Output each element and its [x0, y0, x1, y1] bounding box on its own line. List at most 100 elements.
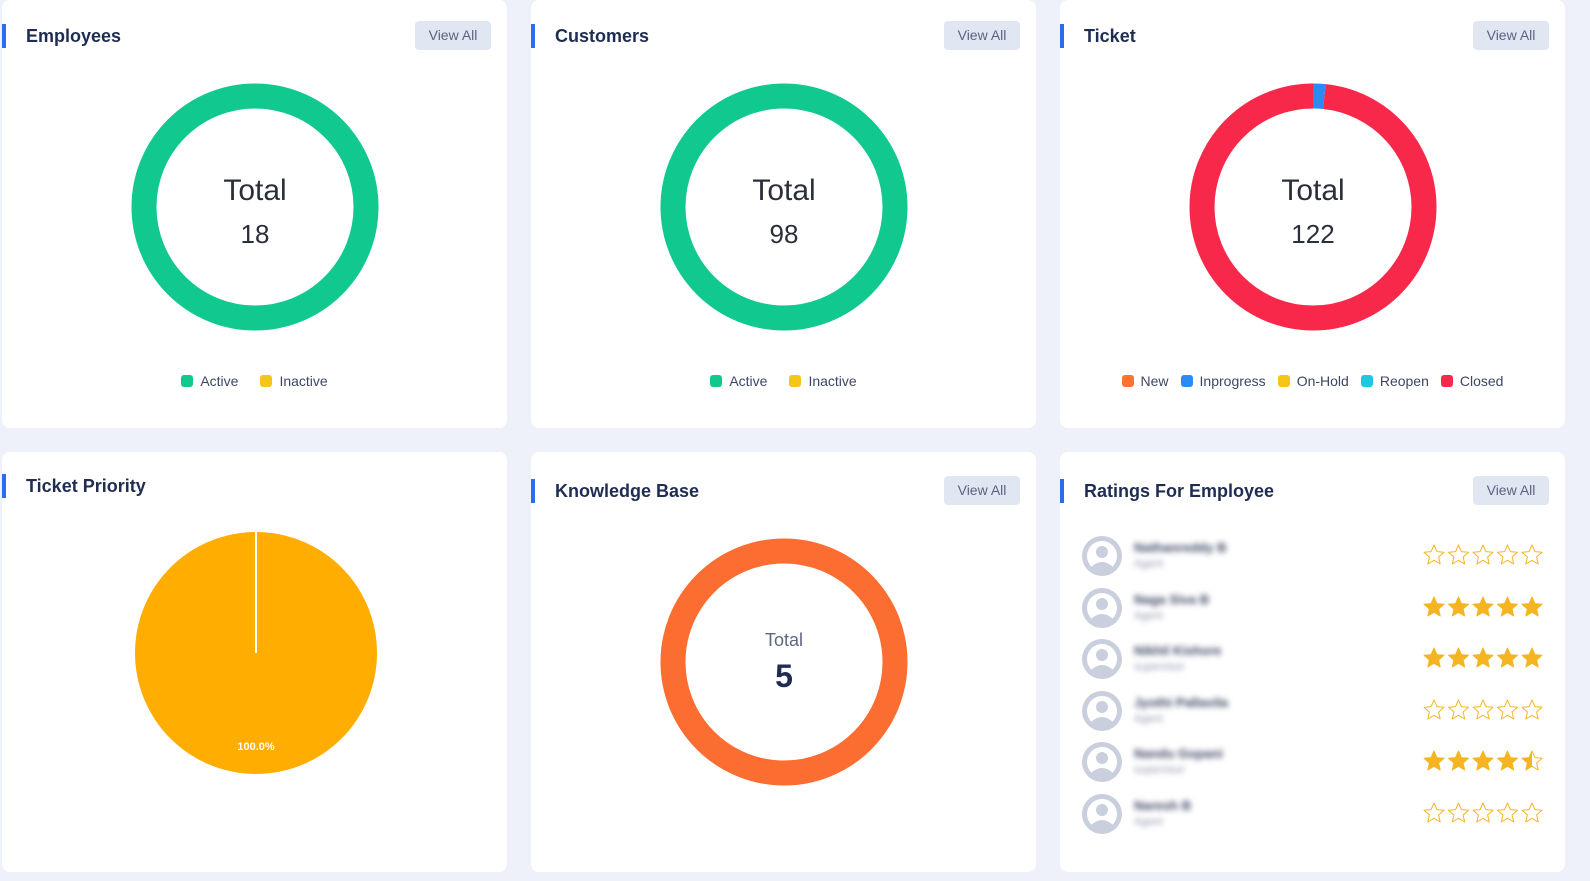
star-icon: [1423, 802, 1445, 822]
star-icon: [1423, 647, 1445, 668]
star-icon: [1472, 750, 1494, 771]
onhold-swatch: [1277, 375, 1290, 387]
star-icon: [1423, 699, 1445, 719]
customers-card: Customers View All Total 98 Active Inact…: [531, 0, 1036, 428]
rating-row[interactable]: Nathanreddy B Agent: [1082, 534, 1544, 578]
star-icon: [1472, 802, 1494, 822]
legend-new[interactable]: New: [1121, 373, 1169, 389]
employee-name: Nandu Gopani: [1134, 746, 1223, 761]
ticket-legend: New Inprogress On-Hold Reopen Closed: [1060, 373, 1565, 389]
customers-legend: Active Inactive: [531, 373, 1036, 389]
active-swatch: [710, 375, 723, 387]
ratings-card: Ratings For Employee View All Nathanredd…: [1060, 452, 1565, 872]
legend-closed[interactable]: Closed: [1440, 373, 1503, 389]
avatar: [1082, 690, 1122, 731]
star-icon: [1521, 596, 1543, 616]
legend-inactive[interactable]: Inactive: [260, 373, 328, 389]
star-icon: [1448, 802, 1469, 822]
legend-inprogress-label: Inprogress: [1199, 373, 1266, 389]
employees-view-all-button[interactable]: View All: [415, 21, 491, 50]
star-icon: [1423, 544, 1445, 565]
rating-row[interactable]: Naresh B Agent: [1082, 792, 1544, 836]
star-icon: [1472, 699, 1494, 719]
ratings-title: Ratings For Employee: [1060, 479, 1274, 503]
customers-view-all-button[interactable]: View All: [944, 21, 1020, 50]
legend-active-label: Active: [729, 373, 768, 389]
inactive-swatch: [260, 375, 273, 387]
legend-inactive[interactable]: Inactive: [789, 373, 857, 389]
ticket-priority-card: Ticket Priority 100.0%: [2, 452, 507, 872]
avatar: [1082, 793, 1122, 834]
star-icon: [1497, 699, 1518, 719]
kb-total-value: 5: [775, 658, 793, 694]
star-rating: [1423, 596, 1543, 616]
ticket-view-all-button[interactable]: View All: [1473, 21, 1549, 50]
employees-donut-chart: [131, 83, 379, 331]
star-icon: [1497, 750, 1518, 771]
reopen-swatch: [1360, 375, 1373, 387]
employee-role: Agent: [1134, 558, 1163, 570]
customers-total-value: 98: [769, 219, 799, 249]
avatar: [1082, 587, 1122, 628]
employee-role: Agent: [1134, 712, 1163, 725]
kb-total-label: Total: [764, 630, 804, 650]
closed-swatch: [1440, 375, 1453, 387]
legend-inactive-label: Inactive: [279, 373, 328, 389]
employee-role: Agent: [1134, 609, 1163, 622]
legend-new-label: New: [1140, 373, 1169, 389]
legend-active-label: Active: [200, 373, 239, 389]
employees-title: Employees: [2, 24, 121, 48]
legend-active[interactable]: Active: [710, 373, 767, 389]
employees-active-arc: [131, 83, 379, 331]
star-icon: [1472, 647, 1494, 668]
customers-total-label: Total: [752, 174, 816, 207]
ticket-priority-pie-chart: 100.0%: [135, 532, 377, 774]
ticket-closed-arc: [1189, 83, 1437, 331]
star-icon: [1448, 647, 1469, 668]
star-rating: [1423, 750, 1543, 771]
rating-row[interactable]: Naga Siva B Agent: [1082, 586, 1544, 630]
star-icon: [1448, 750, 1469, 771]
star-icon: [1472, 596, 1494, 616]
customers-donut-chart: [660, 83, 908, 331]
inprogress-swatch: [1180, 375, 1193, 387]
star-icon: [1521, 699, 1543, 719]
star-icon: [1521, 802, 1543, 822]
legend-onhold-label: On-Hold: [1296, 373, 1349, 389]
star-icon: [1423, 596, 1445, 616]
star-icon: [1497, 647, 1518, 668]
legend-inprogress[interactable]: Inprogress: [1180, 373, 1266, 389]
rating-row[interactable]: Jyothi Pallavila Agent: [1082, 689, 1544, 733]
star-icon: [1448, 544, 1469, 565]
ticket-title: Ticket: [1060, 24, 1136, 48]
customers-active-arc: [660, 83, 908, 331]
star-icon: [1448, 596, 1469, 616]
rating-row[interactable]: Nandu Gopani supervisor: [1082, 740, 1544, 784]
legend-reopen-label: Reopen: [1379, 373, 1429, 389]
rating-row[interactable]: Nikhil Kishore supervisor: [1082, 637, 1544, 681]
star-rating: [1423, 647, 1543, 668]
active-swatch: [181, 375, 194, 387]
knowledge-base-view-all-button[interactable]: View All: [944, 476, 1020, 505]
employee-role: supervisor: [1134, 764, 1185, 776]
star-icon: [1472, 544, 1494, 565]
star-rating: [1423, 699, 1543, 719]
priority-slice-label: 100.0%: [237, 741, 275, 753]
ticket-total-value: 122: [1291, 219, 1335, 249]
legend-onhold[interactable]: On-Hold: [1277, 373, 1349, 389]
legend-reopen[interactable]: Reopen: [1360, 373, 1429, 389]
legend-active[interactable]: Active: [181, 373, 238, 389]
kb-arc: [660, 538, 908, 786]
avatar: [1082, 742, 1122, 782]
ticket-total-label: Total: [1281, 174, 1345, 207]
star-rating: [1423, 802, 1543, 822]
inactive-swatch: [789, 375, 802, 387]
legend-inactive-label: Inactive: [808, 373, 857, 389]
star-icon: [1521, 544, 1543, 565]
employee-name: Naga Siva B: [1134, 591, 1210, 607]
customers-title: Customers: [531, 24, 649, 48]
ticket-priority-title: Ticket Priority: [2, 474, 146, 498]
employees-card: Employees View All Total 18 Active Inact…: [2, 0, 507, 428]
ratings-view-all-button[interactable]: View All: [1473, 476, 1549, 505]
star-icon: [1497, 544, 1518, 565]
